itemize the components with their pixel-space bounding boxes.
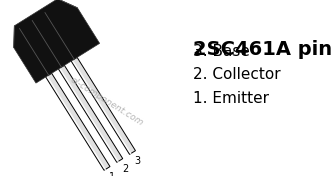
- Polygon shape: [14, 0, 100, 83]
- Text: 2. Collector: 2. Collector: [193, 67, 281, 82]
- Polygon shape: [71, 57, 136, 154]
- Polygon shape: [59, 65, 123, 162]
- Text: 2SC461A pinout: 2SC461A pinout: [193, 40, 333, 59]
- Polygon shape: [46, 73, 110, 170]
- Text: 3. Base: 3. Base: [193, 43, 250, 59]
- Text: 1: 1: [109, 172, 116, 176]
- Text: 1. Emitter: 1. Emitter: [193, 91, 269, 106]
- Text: 2: 2: [122, 164, 128, 174]
- Text: el-component.com: el-component.com: [68, 75, 145, 128]
- Text: 3: 3: [135, 156, 141, 166]
